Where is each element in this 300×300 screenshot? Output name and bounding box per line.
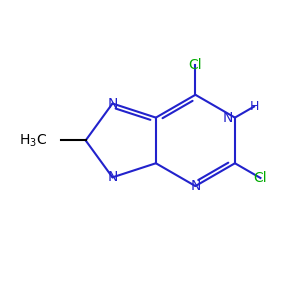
Text: N: N: [107, 97, 118, 110]
Text: Cl: Cl: [189, 58, 202, 72]
Text: H$_3$C: H$_3$C: [19, 132, 47, 148]
Text: N: N: [190, 179, 201, 193]
Text: Cl: Cl: [254, 171, 267, 185]
Text: H: H: [249, 100, 259, 113]
Text: N: N: [107, 170, 118, 184]
Text: N: N: [223, 111, 233, 124]
